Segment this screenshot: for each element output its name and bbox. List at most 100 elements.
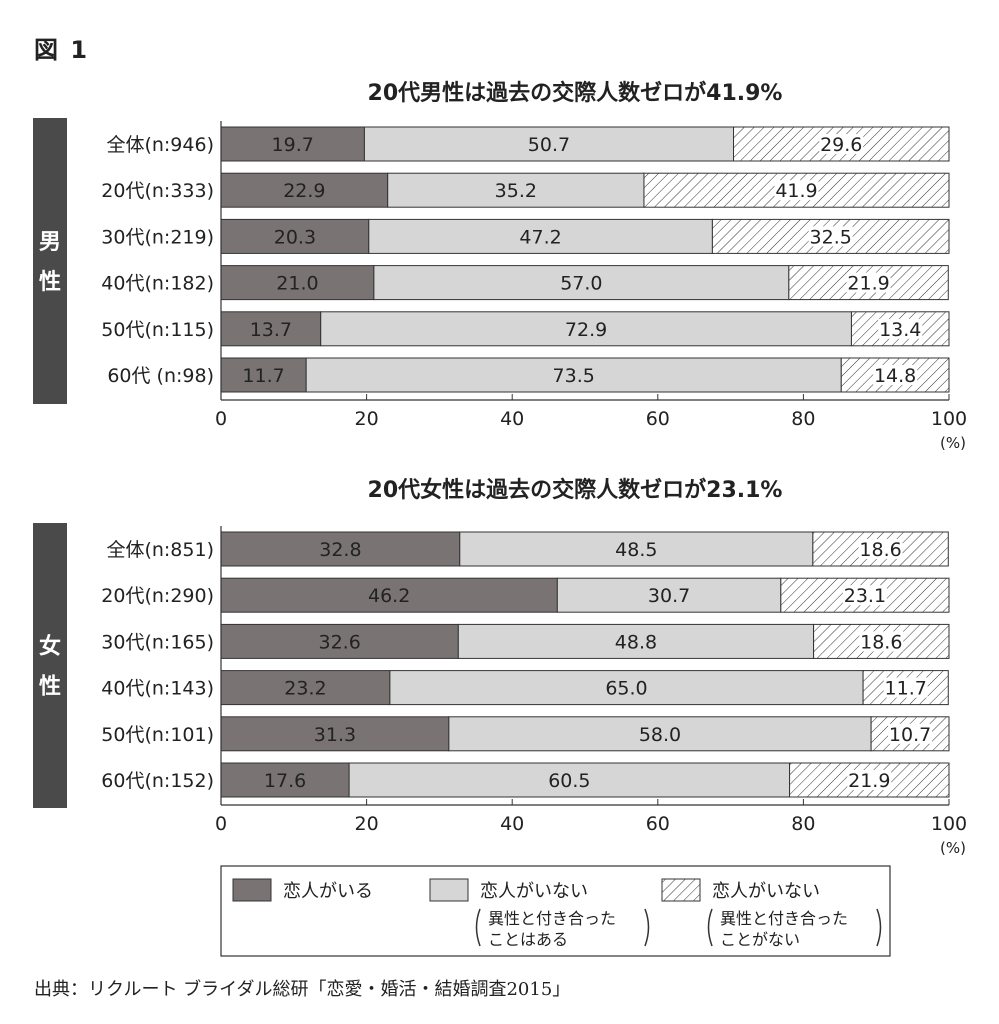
x-tick-label: 20 [355, 813, 379, 835]
x-tick-label: 0 [215, 408, 227, 430]
bar-segment-1 [220, 218, 370, 254]
x-tick-label: 60 [646, 813, 670, 835]
category-label: 40代(n:143) [101, 678, 214, 700]
chart-panel-2: 20代女性は過去の交際人数ゼロが23.1% 女性 全体(n:851) 32.8 48.5… [33, 477, 967, 857]
bar-segment-2 [373, 265, 790, 301]
x-tick-label: 20 [355, 408, 379, 430]
data-label: 30.7 [648, 585, 690, 607]
x-tick-label: 100 [931, 813, 967, 835]
legend-swatch-3 [661, 878, 701, 902]
bar-segment-3 [643, 172, 950, 208]
category-label: 30代(n:165) [101, 631, 214, 653]
figure-label: 図 1 [34, 36, 90, 64]
bar-segment-1 [220, 126, 365, 162]
data-label: 48.5 [615, 539, 657, 561]
legend-sub-label: 異性と付き合った [720, 909, 848, 928]
data-label: 32.6 [319, 631, 361, 653]
legend-label: 恋人がいない [480, 880, 588, 902]
category-label: 20代(n:333) [101, 180, 214, 202]
data-label: 35.2 [495, 180, 537, 202]
legend-sub-label: ことがない [720, 930, 800, 949]
x-tick-label: 100 [931, 408, 967, 430]
data-label: 18.6 [859, 539, 901, 561]
category-label: 40代(n:182) [101, 273, 214, 295]
data-label-bg [842, 585, 887, 606]
data-label: 20.3 [274, 226, 316, 248]
x-tick-label: 40 [500, 408, 524, 430]
data-label: 31.3 [314, 724, 356, 746]
data-label: 50.7 [528, 134, 570, 156]
source-note: 出典：リクルート ブライダル総研「恋愛・婚活・結婚調査2015」 [34, 979, 571, 1000]
group-side-bar [33, 523, 67, 808]
data-label-bg [808, 226, 853, 247]
bar-segment-2 [368, 218, 713, 254]
legend-box [220, 865, 891, 957]
chart-title: 20代女性は過去の交際人数ゼロが23.1% [368, 477, 783, 503]
category-label: 30代(n:219) [101, 226, 214, 248]
chart-panel-1: 20代男性は過去の交際人数ゼロが41.9% 男性 全体(n:946) 19.7 50.7… [33, 80, 967, 452]
data-label-bg [888, 723, 933, 744]
data-label: 72.9 [565, 319, 607, 341]
data-label: 19.7 [272, 134, 314, 156]
data-label: 73.5 [553, 365, 595, 387]
data-label: 21.0 [276, 273, 318, 295]
data-label-bg [774, 180, 819, 201]
x-tick-label: 60 [646, 408, 670, 430]
legend-label: 恋人がいる [283, 880, 373, 902]
group-label-char: 女 [39, 634, 61, 660]
bar-segment-1 [220, 531, 461, 567]
legend-label: 恋人がいない [712, 880, 820, 902]
data-label: 47.2 [519, 226, 561, 248]
data-label: 21.9 [847, 273, 889, 295]
legend-sub-label: ことはある [488, 930, 568, 949]
bar-segment-2 [363, 126, 735, 162]
bar-segment-1 [220, 716, 450, 752]
data-label: 32.5 [810, 226, 852, 248]
bar-segment-2 [556, 577, 782, 613]
bar-segment-2 [448, 716, 872, 752]
data-label-bg [878, 318, 923, 339]
category-label: 全体(n:851) [106, 539, 214, 561]
data-label: 17.6 [264, 770, 306, 792]
data-label-bg [858, 539, 903, 559]
data-label: 58.0 [639, 724, 681, 746]
legend-swatch-2 [429, 878, 469, 902]
chart-title: 20代男性は過去の交際人数ゼロが41.9% [368, 80, 783, 106]
category-label: 60代(n:152) [101, 770, 214, 792]
category-label: 20代(n:290) [101, 585, 214, 607]
bar-segment-1 [220, 670, 391, 706]
x-tick-label: 0 [215, 813, 227, 835]
legend-paren-left [475, 908, 481, 947]
bar-segment-2 [389, 670, 864, 706]
data-label: 46.2 [368, 585, 410, 607]
data-label: 23.2 [284, 678, 326, 700]
data-label: 23.1 [844, 585, 886, 607]
data-label: 60.5 [548, 770, 590, 792]
data-label-bg [846, 272, 891, 293]
x-unit-label: (%) [940, 839, 966, 857]
legend-sub-label: 異性と付き合った [488, 909, 616, 928]
legend-swatch-1 [232, 878, 272, 902]
bar-segment-3 [711, 218, 950, 254]
data-label: 13.4 [879, 319, 921, 341]
data-label: 11.7 [242, 365, 284, 387]
x-tick-label: 80 [791, 813, 815, 835]
data-label: 29.6 [820, 134, 862, 156]
x-tick-label: 80 [791, 408, 815, 430]
legend-paren-right [876, 908, 882, 947]
bar-segment-1 [220, 577, 558, 613]
data-label: 41.9 [775, 180, 817, 202]
group-label-char: 性 [39, 675, 61, 700]
data-label: 14.8 [874, 365, 916, 387]
data-label-bg [883, 677, 928, 698]
legend-paren-left [707, 908, 713, 947]
bar-segment-1 [220, 172, 389, 208]
group-side-bar [33, 118, 67, 404]
data-label-bg [873, 365, 918, 385]
data-label: 18.6 [860, 631, 902, 653]
category-label: 50代(n:115) [101, 319, 214, 341]
data-label: 13.7 [250, 319, 292, 341]
bar-segment-2 [387, 172, 645, 208]
